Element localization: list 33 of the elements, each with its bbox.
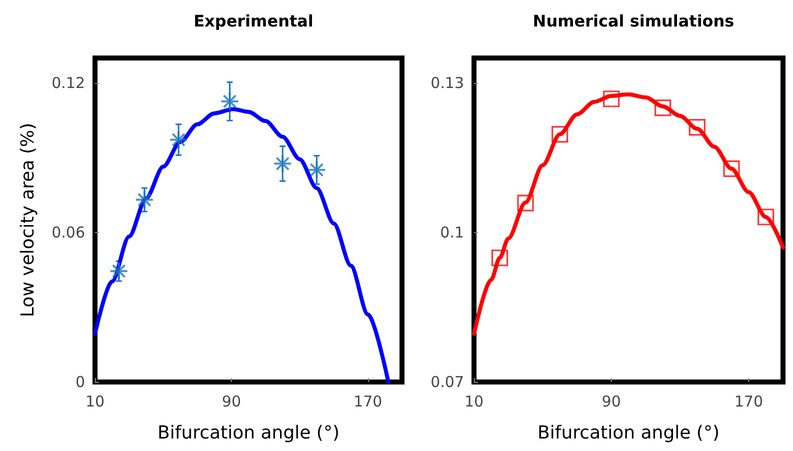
point <box>109 262 128 281</box>
chart-title: Numerical simulations <box>532 12 734 30</box>
y-tick-label: 0.13 <box>430 74 464 92</box>
y-tick-label: 0.07 <box>430 373 464 391</box>
point <box>517 194 534 212</box>
x-axis-title: Bifurcation angle (°) <box>538 422 720 444</box>
point <box>134 190 154 210</box>
y-tick-label: 0.06 <box>52 223 85 242</box>
x-tick-label: 10 <box>85 392 105 410</box>
line-series <box>93 107 390 384</box>
line-series <box>472 92 785 336</box>
y-axis-title: Low velocity area (%) <box>18 122 38 318</box>
point <box>758 208 774 226</box>
point <box>688 118 706 136</box>
point <box>491 250 508 266</box>
y-tick-label: 0.1 <box>440 223 464 242</box>
y-tick-label: 0.12 <box>52 74 85 92</box>
point <box>552 126 568 143</box>
x-tick-label: 90 <box>602 392 621 410</box>
point <box>273 154 292 174</box>
point <box>220 92 240 111</box>
x-tick-label: 170 <box>734 392 763 410</box>
x-tick-label: 90 <box>222 392 241 410</box>
point <box>169 130 188 150</box>
point <box>603 90 620 108</box>
x-tick-label: 170 <box>354 392 382 410</box>
chart-title: Experimental <box>194 12 314 30</box>
point <box>654 100 672 116</box>
x-axis-title: Bifurcation angle (°) <box>158 422 340 444</box>
point <box>723 160 740 177</box>
x-tick-label: 10 <box>464 392 484 410</box>
point <box>307 160 326 180</box>
y-tick-label: 0 <box>75 373 85 391</box>
